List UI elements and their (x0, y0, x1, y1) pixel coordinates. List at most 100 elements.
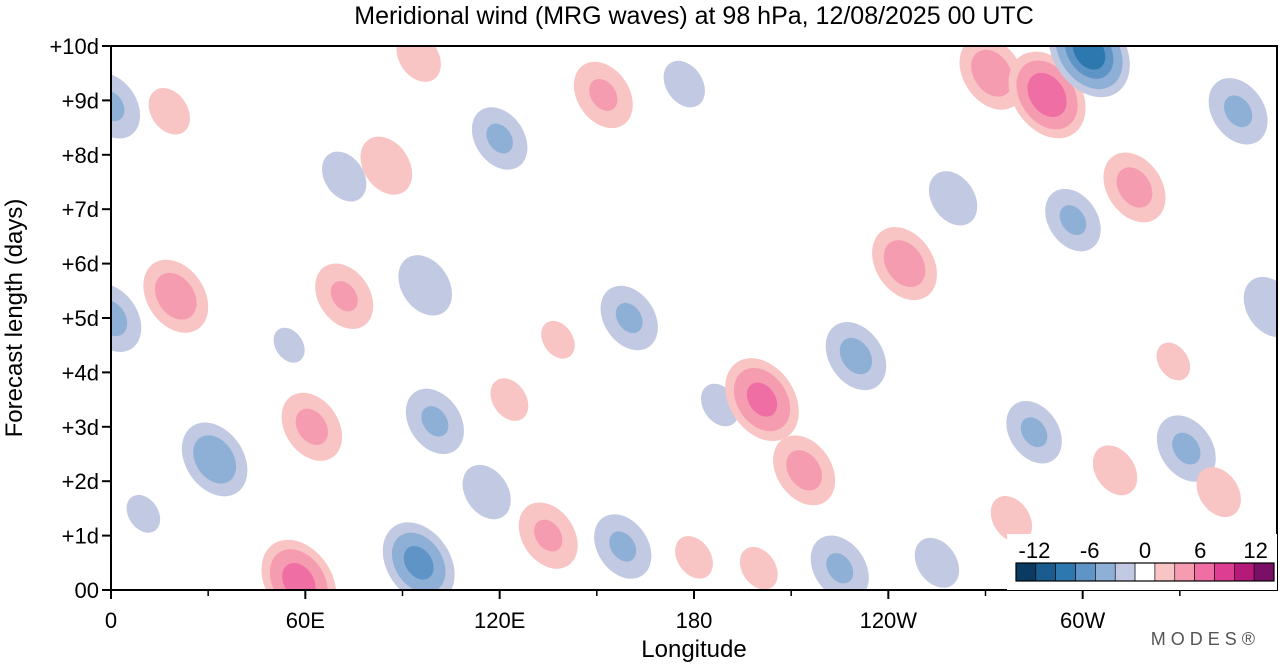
colorbar-swatch (1015, 562, 1037, 582)
negative-wind-anomaly (928, 171, 978, 226)
contour-band (330, 281, 358, 312)
colorbar-label: -6 (1080, 538, 1100, 563)
plot-area (111, 46, 1277, 590)
y-tick-label: +9d (62, 88, 99, 113)
contour-band (486, 123, 513, 154)
contour-band (826, 553, 854, 584)
negative-wind-anomaly (1006, 401, 1062, 464)
contour-band (111, 299, 128, 337)
contour-band (746, 382, 778, 417)
y-tick-label: +7d (62, 197, 99, 222)
positive-wind-anomaly (990, 496, 1033, 543)
contour-band (1156, 342, 1191, 381)
contour-band (739, 546, 778, 590)
contour-band (403, 545, 434, 580)
y-axis: 00 +1d +2d +3d +4d +5d +6d +7d +8d +9d +10d (49, 34, 111, 603)
negative-wind-anomaly (600, 285, 658, 351)
positive-wind-anomaly (281, 392, 343, 461)
contour-band (1059, 205, 1087, 236)
colorbar-swatch (1154, 562, 1176, 582)
negative-wind-anomaly (462, 464, 511, 520)
negative-wind-anomaly (914, 537, 960, 588)
contour-band (193, 435, 237, 484)
contour-band (615, 302, 643, 334)
positive-wind-anomaly (1156, 342, 1191, 381)
colorbar-label: -12 (1019, 538, 1051, 563)
negative-wind-anomaly (126, 494, 161, 533)
colorbar-labels: -12 -6 0 6 12 (1019, 538, 1268, 563)
colorbar-swatch (1214, 562, 1235, 582)
x-tick-label: 60E (286, 608, 325, 633)
y-tick-label: +10d (49, 34, 99, 59)
contour-band (1092, 445, 1138, 496)
contour-band (148, 88, 190, 135)
contour-band (1116, 167, 1153, 208)
colorbar-swatch (1134, 562, 1156, 582)
y-tick-label: +1d (62, 524, 99, 549)
contour-band (490, 378, 529, 421)
y-tick-label: 00 (75, 578, 99, 603)
contour-band (928, 171, 978, 226)
positive-wind-anomaly (261, 539, 337, 590)
contour-band (541, 320, 575, 359)
x-tick-label: 120E (474, 608, 525, 633)
positive-wind-anomaly (1103, 152, 1166, 223)
contour-band (396, 46, 441, 82)
contour-band (1027, 72, 1067, 118)
contour-band (609, 531, 637, 562)
contour-band (663, 60, 705, 108)
colorbar-label: 0 (1139, 538, 1151, 563)
colorbar-swatch (1194, 562, 1215, 582)
positive-wind-anomaly (773, 435, 836, 506)
contour-band (914, 537, 960, 588)
negative-wind-anomaly (1048, 46, 1130, 98)
negative-wind-anomaly (810, 535, 869, 590)
positive-wind-anomaly (959, 46, 1025, 110)
colorbar-label: 6 (1194, 538, 1206, 563)
contour-band (839, 337, 873, 375)
colorbar-swatch (1055, 562, 1076, 582)
positive-wind-anomaly (396, 46, 441, 82)
colorbar-swatch (1095, 562, 1116, 582)
negative-wind-anomaly (1045, 188, 1101, 252)
contour-band (1243, 276, 1277, 338)
colorbar-swatch (1035, 562, 1056, 582)
negative-wind-anomaly (1208, 78, 1268, 145)
contour-band (1196, 467, 1241, 518)
contour-band (1172, 432, 1201, 465)
positive-wind-anomaly (725, 358, 799, 442)
contour-band (462, 464, 511, 520)
x-axis-label: Longitude (641, 636, 746, 663)
negative-wind-anomaly (322, 151, 367, 202)
negative-wind-anomaly (398, 255, 452, 316)
contour-band (154, 272, 197, 320)
positive-wind-anomaly (573, 61, 633, 129)
positive-wind-anomaly (739, 546, 778, 590)
positive-wind-anomaly (1092, 445, 1138, 496)
colorbar-swatch (1114, 562, 1136, 582)
positive-wind-anomaly (518, 502, 578, 569)
colorbar-frame (1015, 562, 1275, 582)
contour-band (273, 327, 305, 363)
contour-band (322, 151, 367, 202)
contour-band (1072, 46, 1106, 70)
contour-band (398, 255, 452, 316)
colorbar-label: 12 (1243, 538, 1267, 563)
contour-band (589, 79, 618, 111)
x-tick-label: 0 (105, 608, 117, 633)
positive-wind-anomaly (148, 88, 190, 135)
x-axis: 0 60E 120E 180 120W 60W (105, 590, 1181, 633)
y-tick-label: +3d (62, 415, 99, 440)
contour-band (883, 240, 926, 288)
contour-band (971, 49, 1013, 97)
plot-background (111, 46, 1277, 590)
negative-wind-anomaly (1156, 415, 1216, 482)
negative-wind-anomaly (471, 107, 528, 170)
positive-wind-anomaly (360, 136, 413, 195)
negative-wind-anomaly (382, 522, 455, 590)
negative-wind-anomaly (405, 388, 464, 455)
contour-band (421, 406, 449, 437)
negative-wind-anomaly (825, 322, 887, 391)
negative-wind-anomaly (273, 327, 305, 363)
